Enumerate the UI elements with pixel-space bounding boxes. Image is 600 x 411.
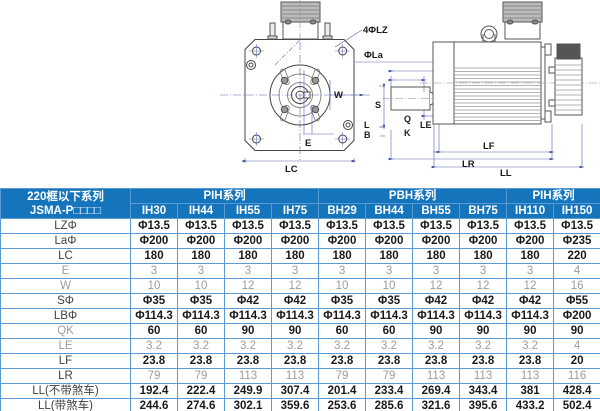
svg-text:K: K xyxy=(404,128,411,138)
svg-text:S: S xyxy=(375,100,381,110)
svg-text:LF: LF xyxy=(483,141,495,152)
svg-text:LE: LE xyxy=(420,120,432,130)
svg-text:LL: LL xyxy=(500,168,512,179)
svg-text:4ΦLZ: 4ΦLZ xyxy=(363,25,388,36)
svg-text:LR: LR xyxy=(462,159,475,170)
svg-text:L: L xyxy=(364,120,370,130)
svg-text:W: W xyxy=(334,90,343,101)
svg-text:B: B xyxy=(364,130,371,140)
svg-text:Q: Q xyxy=(404,114,411,124)
svg-text:ΦLa: ΦLa xyxy=(364,50,384,61)
svg-text:E: E xyxy=(305,138,311,149)
svg-text:LC: LC xyxy=(285,164,298,175)
